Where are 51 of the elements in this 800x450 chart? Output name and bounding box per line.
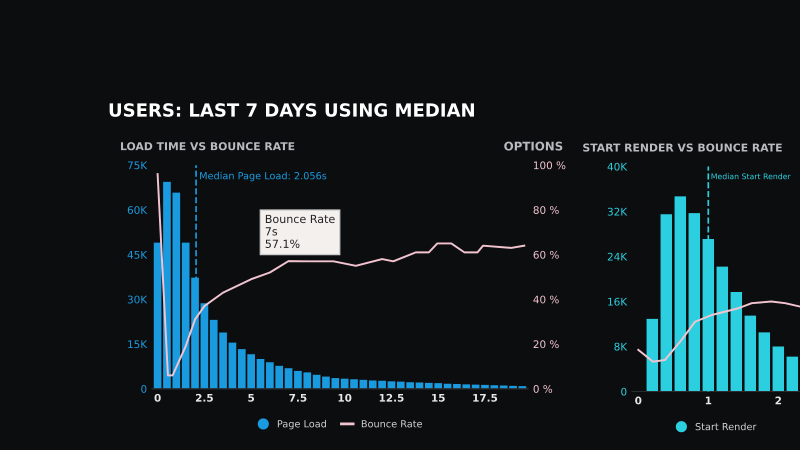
y-tick-label: 16K xyxy=(608,298,628,306)
y2-tick-label: 0 % xyxy=(534,385,552,393)
bar xyxy=(716,266,728,392)
y2-tick-label: 100 % xyxy=(534,161,566,170)
x-tick-label: 15 xyxy=(432,394,445,402)
legend-label: Start Render xyxy=(696,422,756,430)
ref-line-label: Median Page Load: 2.056s xyxy=(200,172,326,182)
y-tick-label: 60K xyxy=(128,206,148,214)
y-tick-label: 75K xyxy=(128,162,148,170)
bar xyxy=(646,318,658,392)
chart-title: START RENDER VS BOUNCE RATE xyxy=(583,143,782,152)
legend-label: Bounce Rate xyxy=(362,420,422,428)
text: USERS: LAST 7 DAYS USING MEDIAN xyxy=(110,103,474,117)
x-tick-label: 2 xyxy=(776,396,782,404)
line-series xyxy=(637,300,800,363)
bar xyxy=(303,372,312,389)
x-tick-label: 17.5 xyxy=(473,394,498,402)
bar xyxy=(758,332,770,392)
x-tick-label: 5 xyxy=(248,394,254,402)
x-tick-label: 2.5 xyxy=(196,394,213,402)
y2-tick-label: 40 % xyxy=(533,296,559,304)
y2-tick-label: 60 % xyxy=(534,250,559,259)
y-tick-label: 0 xyxy=(141,385,146,393)
x-tick-label: 7.5 xyxy=(289,394,306,402)
x-tick-label: 10 xyxy=(338,394,352,402)
x-tick-label: 12.5 xyxy=(380,394,404,402)
y-tick-label: 8K xyxy=(614,342,628,351)
bar xyxy=(744,316,756,392)
y-tick-label: 45K xyxy=(128,250,148,259)
bar xyxy=(688,213,700,392)
y-tick-label: 32K xyxy=(608,208,628,216)
line-series xyxy=(156,173,526,376)
x-tick-label: 0 xyxy=(635,396,642,404)
x-tick-label: 1 xyxy=(706,396,712,404)
y-tick-label: 15K xyxy=(128,340,148,348)
bar xyxy=(660,214,672,392)
legend-label: Page Load xyxy=(278,420,326,430)
bar xyxy=(772,346,784,392)
bar xyxy=(674,196,686,392)
y2-tick-label: 20 % xyxy=(534,340,559,348)
y-tick-label: 40K xyxy=(608,162,628,171)
y-tick-label: 0 xyxy=(621,388,626,396)
y-tick-label: 24K xyxy=(608,252,628,260)
text: OPTIONS xyxy=(504,142,562,151)
bar xyxy=(786,356,798,392)
bar xyxy=(730,292,742,392)
chart-title: LOAD TIME VS BOUNCE RATE xyxy=(120,142,294,150)
y2-tick-label: 80 % xyxy=(534,206,559,214)
y-tick-label: 30K xyxy=(128,296,148,304)
x-tick-label: 0 xyxy=(154,394,161,402)
annotation: Bounce Rate 7s 57.1% xyxy=(266,214,335,248)
